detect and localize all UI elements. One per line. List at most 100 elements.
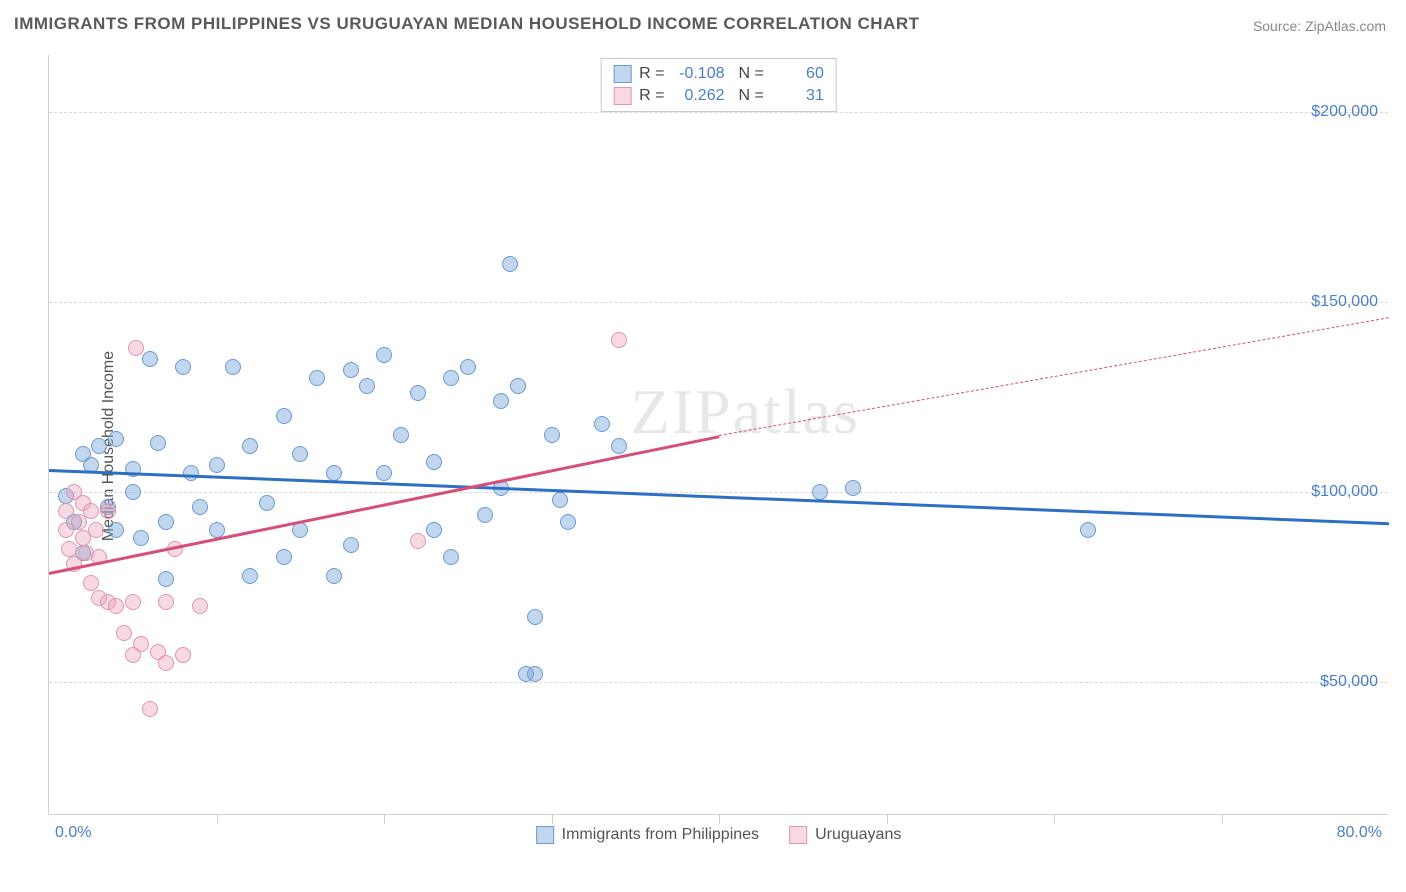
data-point [158,571,174,587]
data-point [133,636,149,652]
data-point [158,655,174,671]
data-point [510,378,526,394]
legend-swatch [613,65,631,83]
x-tick [1054,814,1055,824]
data-point [183,465,199,481]
data-point [326,465,342,481]
data-point [426,454,442,470]
x-tick [552,814,553,824]
data-point [393,427,409,443]
scatter-chart: ZIPatlas R =-0.108N =60R =0.262N =31 Imm… [48,55,1388,815]
data-point [443,549,459,565]
legend-r-label: R = [639,63,664,85]
data-point [326,568,342,584]
legend-label: Uruguayans [815,826,901,844]
legend-r-value: 0.262 [673,85,725,107]
data-point [611,332,627,348]
data-point [611,438,627,454]
data-point [376,347,392,363]
data-point [544,427,560,443]
data-point [309,370,325,386]
source-attribution: Source: ZipAtlas.com [1253,18,1386,34]
y-tick-label: $200,000 [1311,103,1378,121]
data-point [343,537,359,553]
data-point [150,435,166,451]
legend-row: R = 0.262 N = 31 [613,85,824,107]
data-point [443,370,459,386]
x-tick [887,814,888,824]
data-point [116,625,132,641]
legend-r-label: R = [639,85,664,107]
data-point [61,541,77,557]
x-axis-min-label: 0.0% [55,824,91,842]
data-point [552,492,568,508]
source-value: ZipAtlas.com [1305,18,1386,34]
data-point [359,378,375,394]
legend-item: Immigrants from Philippines [536,826,759,844]
x-tick [719,814,720,824]
data-point [192,499,208,515]
gridline [49,492,1388,493]
watermark: ZIPatlas [631,375,860,449]
data-point [108,522,124,538]
series-legend: Immigrants from Philippines Uruguayans [536,826,902,844]
data-point [426,522,442,538]
data-point [812,484,828,500]
gridline [49,112,1388,113]
data-point [158,594,174,610]
data-point [58,503,74,519]
legend-r-value: -0.108 [673,63,725,85]
data-point [209,457,225,473]
legend-item: Uruguayans [789,826,901,844]
y-tick-label: $150,000 [1311,293,1378,311]
data-point [192,598,208,614]
chart-title: IMMIGRANTS FROM PHILIPPINES VS URUGUAYAN… [14,14,920,34]
data-point [460,359,476,375]
data-point [125,484,141,500]
gridline [49,682,1388,683]
legend-label: Immigrants from Philippines [562,826,759,844]
data-point [410,385,426,401]
data-point [142,351,158,367]
data-point [88,522,104,538]
y-tick-label: $50,000 [1320,673,1378,691]
legend-n-value: 31 [772,85,824,107]
data-point [259,495,275,511]
trendline [49,469,1389,525]
data-point [100,503,116,519]
data-point [142,701,158,717]
correlation-legend: R = -0.108 N = 60R = 0.262 N = 31 [600,58,837,112]
y-tick-label: $100,000 [1311,483,1378,501]
data-point [128,340,144,356]
data-point [410,533,426,549]
legend-n-label: N = [739,85,764,107]
data-point [560,514,576,530]
x-axis-max-label: 80.0% [1337,824,1382,842]
data-point [175,359,191,375]
data-point [83,575,99,591]
x-tick [217,814,218,824]
x-tick [1222,814,1223,824]
data-point [594,416,610,432]
x-tick [384,814,385,824]
data-point [175,647,191,663]
data-point [493,393,509,409]
data-point [276,549,292,565]
trendline [49,435,720,575]
data-point [91,438,107,454]
data-point [527,666,543,682]
data-point [343,362,359,378]
data-point [83,503,99,519]
legend-swatch [789,826,807,844]
data-point [158,514,174,530]
data-point [242,438,258,454]
gridline [49,302,1388,303]
data-point [477,507,493,523]
legend-swatch [536,826,554,844]
data-point [502,256,518,272]
data-point [242,568,258,584]
data-point [225,359,241,375]
data-point [108,431,124,447]
data-point [108,598,124,614]
legend-n-value: 60 [772,63,824,85]
